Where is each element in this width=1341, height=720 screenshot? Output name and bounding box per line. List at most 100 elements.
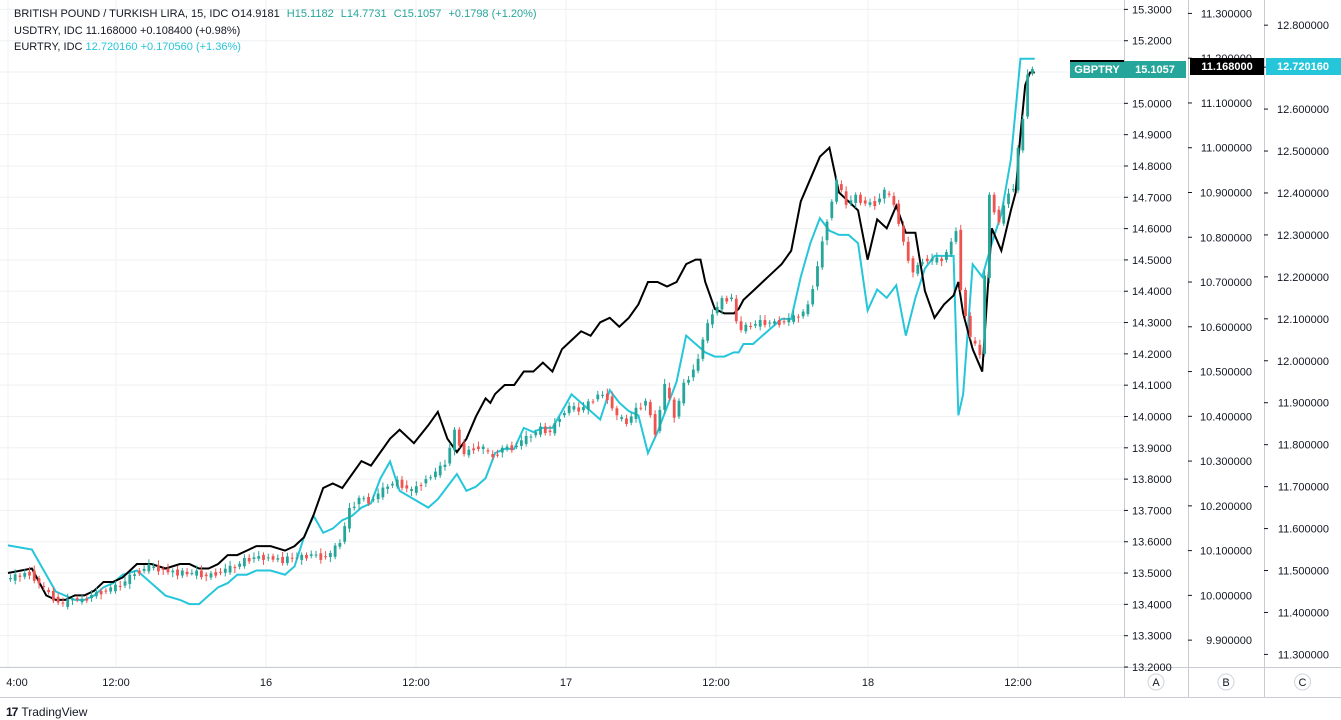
price-axis-c[interactable]: 11.300000 11.400000 11.500000 11.600000 11.7…	[1264, 20, 1329, 661]
legend-gbptry[interactable]: BRITISH POUND / TURKISH LIRA, 15, IDC O1…	[14, 6, 537, 23]
candle-body[interactable]	[13, 574, 17, 581]
candle-body[interactable]	[56, 596, 60, 603]
candle-body[interactable]	[477, 446, 480, 450]
candle-body[interactable]	[486, 450, 490, 452]
candle-body[interactable]	[925, 258, 929, 262]
candle-body[interactable]	[300, 554, 304, 560]
candle-body[interactable]	[806, 304, 810, 315]
candle-body[interactable]	[176, 569, 179, 576]
candle-body[interactable]	[897, 203, 901, 224]
candle-body[interactable]	[725, 298, 729, 302]
candle-body[interactable]	[677, 400, 681, 417]
candle-body[interactable]	[524, 435, 528, 445]
candle-body[interactable]	[715, 306, 719, 314]
candle-body[interactable]	[1011, 189, 1015, 191]
candle-body[interactable]	[94, 592, 98, 597]
candle-body[interactable]	[706, 323, 710, 341]
series-line-eurtry[interactable]	[7, 57, 1035, 606]
candle-body[interactable]	[567, 405, 571, 414]
candle-body[interactable]	[658, 409, 662, 431]
candle-body[interactable]	[610, 396, 614, 409]
candle-body[interactable]	[204, 574, 208, 577]
candle-body[interactable]	[562, 413, 566, 416]
candle-body[interactable]	[558, 418, 561, 422]
candle-body[interactable]	[180, 570, 184, 576]
candle-body[interactable]	[878, 198, 881, 203]
candle-body[interactable]	[553, 423, 557, 434]
candle-body[interactable]	[362, 498, 366, 500]
candle-body[interactable]	[734, 298, 738, 322]
candle-body[interactable]	[314, 554, 318, 556]
candle-body[interactable]	[429, 477, 433, 479]
candle-body[interactable]	[157, 565, 160, 572]
candle-body[interactable]	[214, 572, 218, 576]
candle-body[interactable]	[691, 369, 695, 378]
candle-body[interactable]	[625, 418, 628, 424]
candle-body[interactable]	[992, 194, 996, 213]
candle-body[interactable]	[305, 554, 308, 559]
candle-body[interactable]	[357, 497, 361, 505]
candle-body[interactable]	[66, 598, 70, 607]
candle-body[interactable]	[161, 568, 165, 570]
candle-body[interactable]	[333, 545, 337, 557]
candle-body[interactable]	[338, 542, 342, 547]
candle-body[interactable]	[854, 194, 858, 203]
candle-body[interactable]	[185, 571, 189, 575]
candle-body[interactable]	[1007, 193, 1010, 205]
candle-body[interactable]	[863, 200, 867, 204]
candle-body[interactable]	[137, 570, 141, 574]
candle-body[interactable]	[615, 408, 619, 416]
candle-body[interactable]	[467, 449, 471, 456]
candle-body[interactable]	[257, 556, 261, 559]
candle-body[interactable]	[276, 558, 280, 560]
candle-body[interactable]	[639, 407, 643, 409]
candle-body[interactable]	[472, 448, 476, 451]
candle-body[interactable]	[968, 315, 972, 337]
candle-body[interactable]	[23, 573, 27, 577]
candle-body[interactable]	[500, 447, 504, 453]
candle-body[interactable]	[71, 599, 74, 601]
candle-body[interactable]	[701, 339, 705, 359]
candle-body[interactable]	[324, 556, 327, 558]
axis-badge-b[interactable]	[1217, 673, 1235, 691]
candle-body[interactable]	[768, 322, 772, 324]
candle-body[interactable]	[916, 264, 920, 274]
candle-body[interactable]	[496, 454, 499, 456]
candle-body[interactable]	[376, 493, 380, 500]
candle-body[interactable]	[777, 320, 781, 326]
candle-body[interactable]	[386, 486, 390, 489]
candle-body[interactable]	[405, 485, 409, 489]
candle-body[interactable]	[90, 594, 93, 599]
candle-body[interactable]	[42, 585, 46, 587]
candle-body[interactable]	[548, 430, 552, 433]
candle-body[interactable]	[830, 201, 834, 218]
candle-body[interactable]	[195, 570, 199, 576]
candle-body[interactable]	[543, 426, 547, 434]
candle-body[interactable]	[352, 506, 356, 508]
candle-body[interactable]	[582, 407, 585, 411]
candle-body[interactable]	[400, 479, 404, 488]
candle-body[interactable]	[749, 325, 753, 327]
candle-body[interactable]	[887, 193, 891, 195]
candle-body[interactable]	[572, 406, 576, 410]
candle-body[interactable]	[782, 321, 786, 323]
candle-body[interactable]	[605, 393, 609, 401]
candle-body[interactable]	[959, 229, 963, 290]
candle-body[interactable]	[133, 574, 136, 576]
candle-body[interactable]	[1030, 68, 1034, 74]
candle-body[interactable]	[410, 489, 413, 492]
candle-body[interactable]	[395, 479, 399, 487]
candle-body[interactable]	[978, 344, 982, 356]
series-line-usdtry[interactable]	[7, 71, 1035, 601]
candle-body[interactable]	[983, 275, 987, 354]
candle-body[interactable]	[539, 426, 542, 435]
candle-body[interactable]	[381, 487, 385, 498]
candle-body[interactable]	[348, 507, 351, 529]
candle-body[interactable]	[462, 443, 466, 455]
candle-body[interactable]	[109, 587, 113, 592]
candle-body[interactable]	[147, 564, 151, 572]
candle-body[interactable]	[816, 266, 819, 287]
candle-body[interactable]	[629, 416, 633, 423]
candle-body[interactable]	[80, 598, 84, 603]
